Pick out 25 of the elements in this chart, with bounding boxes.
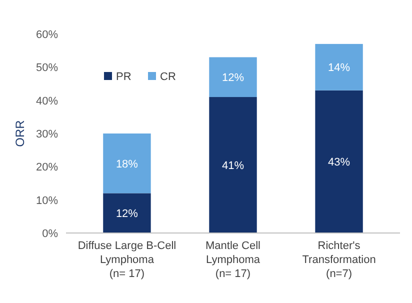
y-tick-label: 60%: [36, 29, 58, 41]
legend-label: PR: [116, 71, 132, 83]
y-tick-label: 0%: [42, 228, 58, 240]
y-tick-label: 10%: [36, 194, 58, 207]
bar: [315, 90, 363, 233]
data-label: 41%: [222, 160, 244, 172]
bar: [103, 134, 151, 194]
bar: [103, 193, 151, 233]
data-label: 12%: [116, 208, 138, 220]
y-tick-label: 20%: [36, 162, 58, 174]
data-label: 12%: [222, 72, 244, 84]
y-tick-label: 40%: [36, 95, 58, 108]
data-label: 43%: [328, 156, 350, 169]
x-tick-label: Mantle Cell Lymphoma (n= 17): [205, 240, 261, 280]
x-tick-label: Diffuse Large B-Cell Lymphoma (n= 17): [78, 240, 176, 280]
y-tick-label: 30%: [36, 128, 58, 140]
data-label: 18%: [116, 158, 138, 170]
data-label: 14%: [328, 62, 350, 74]
bar: [209, 97, 257, 233]
x-tick-label: Richter's Transformation (n=7): [302, 240, 376, 280]
y-axis-title: ORR: [13, 120, 27, 147]
bar: [209, 57, 257, 98]
bar: [315, 44, 363, 90]
legend-label: CR: [160, 71, 176, 83]
y-tick-label: 50%: [36, 62, 58, 74]
